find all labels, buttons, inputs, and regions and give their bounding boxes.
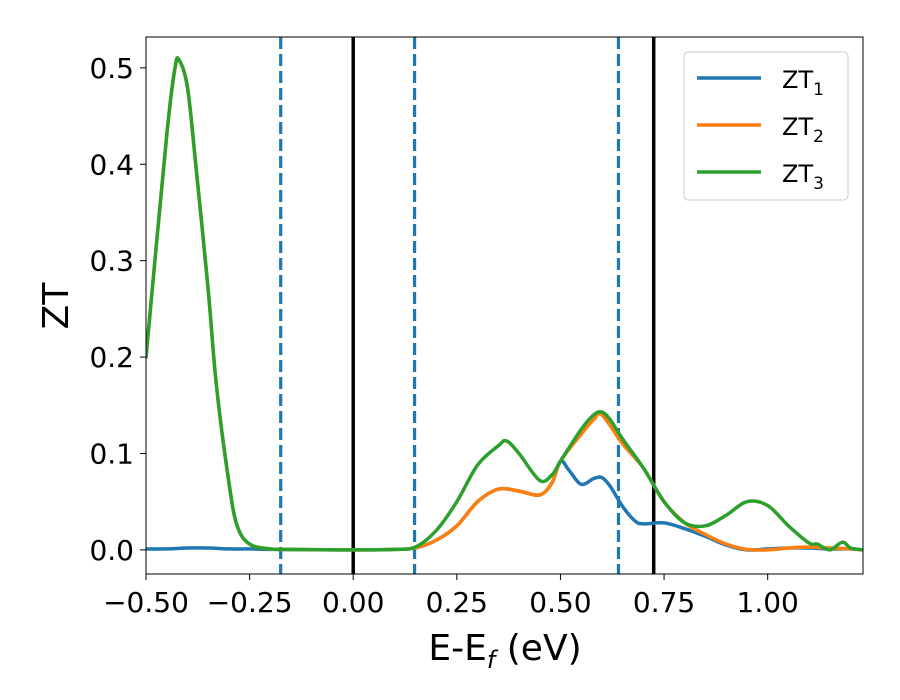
series-lines — [146, 56, 863, 552]
x-axis-ticks: −0.50 −0.25 0.00 0.25 0.50 0.75 1.00 — [103, 574, 799, 619]
y-tick-label: 0.4 — [89, 148, 134, 181]
x-tick-label: −0.50 — [103, 586, 189, 619]
y-tick-label: 0.1 — [89, 437, 134, 470]
series-line-3 — [146, 56, 863, 552]
x-tick-label: 1.00 — [737, 586, 799, 619]
series-line-1 — [146, 459, 863, 552]
x-tick-label: 0.75 — [633, 586, 695, 619]
x-tick-label: 0.00 — [322, 586, 384, 619]
y-tick-label: 0.3 — [89, 245, 134, 278]
y-tick-label: 0.0 — [89, 534, 134, 567]
x-axis-title-unit: (eV) — [495, 628, 581, 669]
reference-lines — [279, 37, 656, 574]
y-tick-label: 0.2 — [89, 341, 134, 374]
x-tick-label: −0.25 — [207, 586, 293, 619]
legend-box — [683, 51, 849, 201]
y-axis-ticks: 0.0 0.1 0.2 0.3 0.4 0.5 — [89, 52, 146, 567]
legend-label-1: ZT1 — [782, 66, 824, 100]
y-axis-title: ZT — [36, 282, 77, 330]
x-tick-label: 0.50 — [529, 586, 591, 619]
legend-label-3: ZT3 — [782, 160, 824, 194]
x-tick-label: 0.25 — [426, 586, 488, 619]
x-axis-title-main: E-E — [428, 628, 486, 669]
plot-area-frame — [145, 36, 864, 575]
legend-label-2: ZT2 — [782, 113, 824, 147]
legend: ZT1 ZT2 ZT3 — [683, 51, 849, 201]
x-axis-title: E-Ef (eV) — [428, 628, 581, 674]
y-tick-label: 0.5 — [89, 52, 134, 85]
